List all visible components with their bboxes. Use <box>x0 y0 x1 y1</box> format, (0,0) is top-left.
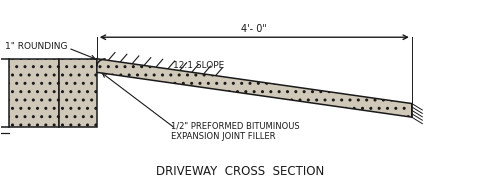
Text: DRIVEWAY  CROSS  SECTION: DRIVEWAY CROSS SECTION <box>156 165 324 178</box>
Text: 1/2" PREFORMED BITUMINOUS: 1/2" PREFORMED BITUMINOUS <box>171 122 300 131</box>
Polygon shape <box>9 59 59 127</box>
Text: 12:1 SLOPE: 12:1 SLOPE <box>173 61 225 70</box>
Polygon shape <box>97 59 412 117</box>
Text: 4'- 0": 4'- 0" <box>241 24 267 34</box>
Text: 1" ROUNDING: 1" ROUNDING <box>5 42 68 51</box>
Polygon shape <box>59 59 97 127</box>
Text: EXPANSION JOINT FILLER: EXPANSION JOINT FILLER <box>171 132 276 141</box>
